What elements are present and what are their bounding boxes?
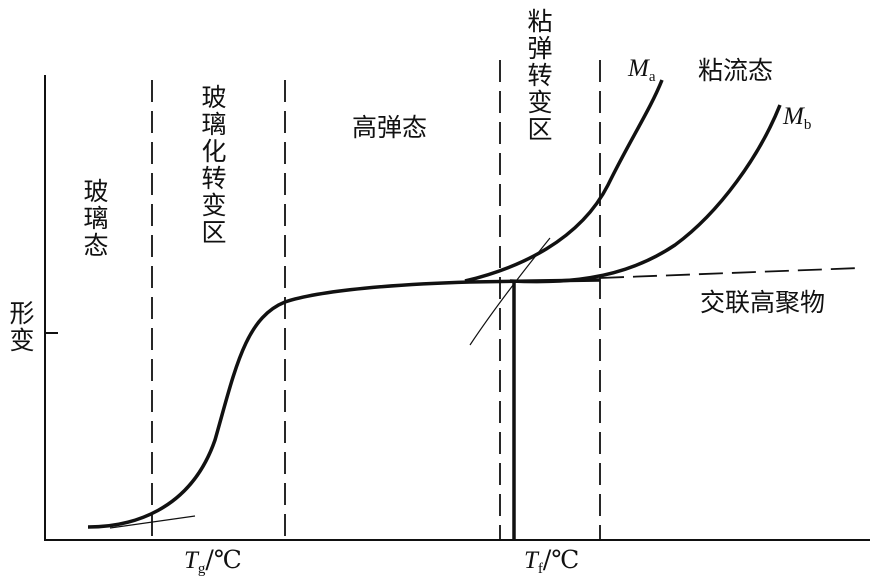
region-dividers — [151, 60, 601, 540]
x-mark-suffix: /℃ — [542, 545, 580, 574]
curve-label-main: M — [783, 103, 804, 130]
tangent-line — [109, 515, 196, 529]
region-label: 粘流态 — [698, 56, 774, 85]
mb-curve — [509, 104, 782, 284]
curve-label-main: M — [628, 55, 649, 82]
curve-label-sub: b — [803, 117, 812, 133]
region-label: 玻璃化转变区 — [198, 84, 227, 246]
x-mark-suffix: /℃ — [205, 545, 242, 574]
main-curve — [87, 278, 601, 529]
y-axis-label: 形变 — [6, 300, 35, 354]
ma-curve — [464, 79, 664, 283]
region-label: 高弹态 — [352, 113, 428, 142]
curve-label: Ma — [628, 55, 656, 85]
x-mark-main: T — [184, 547, 198, 574]
x-mark-sub: f — [537, 561, 543, 577]
crosslinked-curve — [599, 267, 861, 279]
crosslinked-label: 交联高聚物 — [700, 288, 826, 317]
x-mark-label: Tg/℃ — [184, 547, 242, 577]
curve-label: Mb — [783, 103, 811, 133]
region-label: 粘弹转变区 — [524, 8, 553, 143]
x-mark-label: Tf/℃ — [524, 547, 579, 577]
region-label: 玻璃态 — [80, 178, 109, 259]
curve-label-sub: a — [648, 69, 656, 85]
x-mark-main: T — [524, 547, 538, 574]
x-mark-sub: g — [197, 561, 206, 577]
